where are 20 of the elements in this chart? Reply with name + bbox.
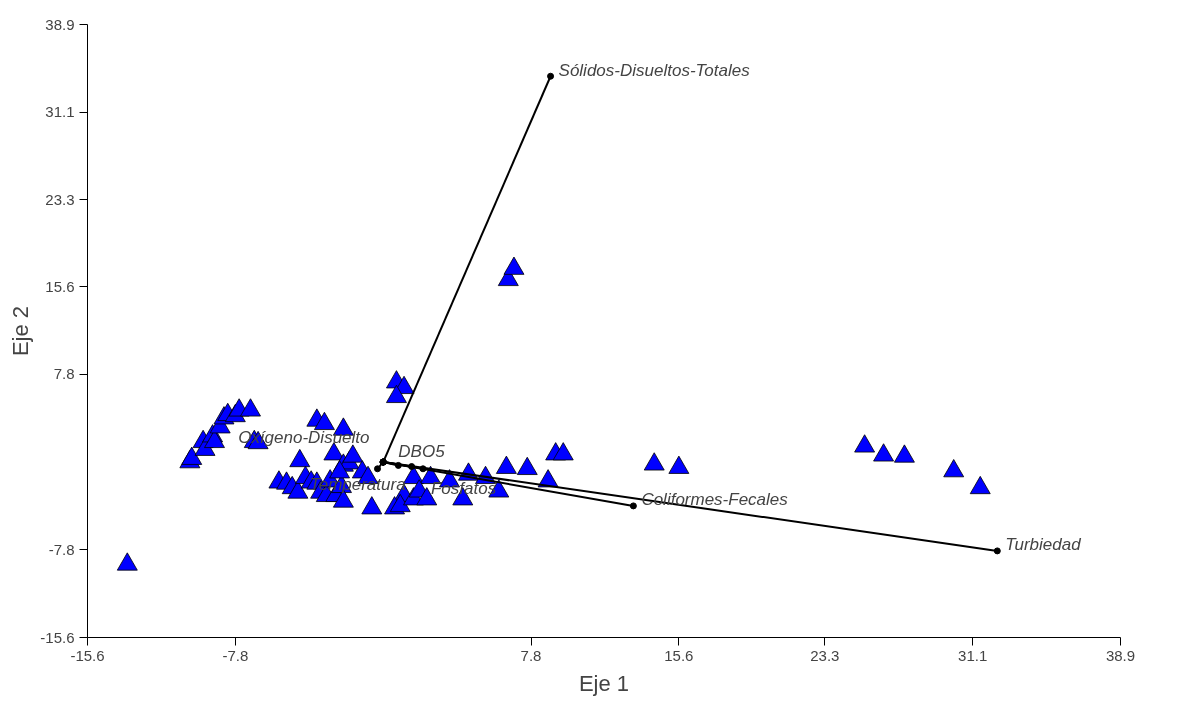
x-tick-label: -15.6 <box>70 646 105 664</box>
x-tick-label: -7.8 <box>222 646 249 664</box>
y-tick-label: 15.6 <box>45 277 75 295</box>
series-label: Sólidos-Disueltos-Totales <box>558 60 751 80</box>
x-axis-title: Eje 1 <box>578 670 630 696</box>
series-label: Turbiedad <box>1005 535 1082 555</box>
y-tick-label: 31.1 <box>45 103 75 121</box>
x-tick-label: 23.3 <box>810 646 840 664</box>
x-tick-label: 7.8 <box>520 646 542 664</box>
y-tick-label: 23.3 <box>45 190 75 208</box>
x-tick-label: 38.9 <box>1105 646 1136 664</box>
x-tick-label: 15.6 <box>664 646 694 664</box>
y-tick-label: 7.8 <box>53 365 75 383</box>
x-tick-label: 31.1 <box>958 646 988 664</box>
series-label: Coliformes-Fecales <box>641 490 789 510</box>
y-tick-label: 38.9 <box>45 15 75 33</box>
series-label: DBO5 <box>398 442 446 462</box>
y-tick-label: -7.8 <box>48 540 75 558</box>
y-axis-title: Eje 2 <box>7 305 33 357</box>
y-tick-label: -15.6 <box>40 628 75 646</box>
